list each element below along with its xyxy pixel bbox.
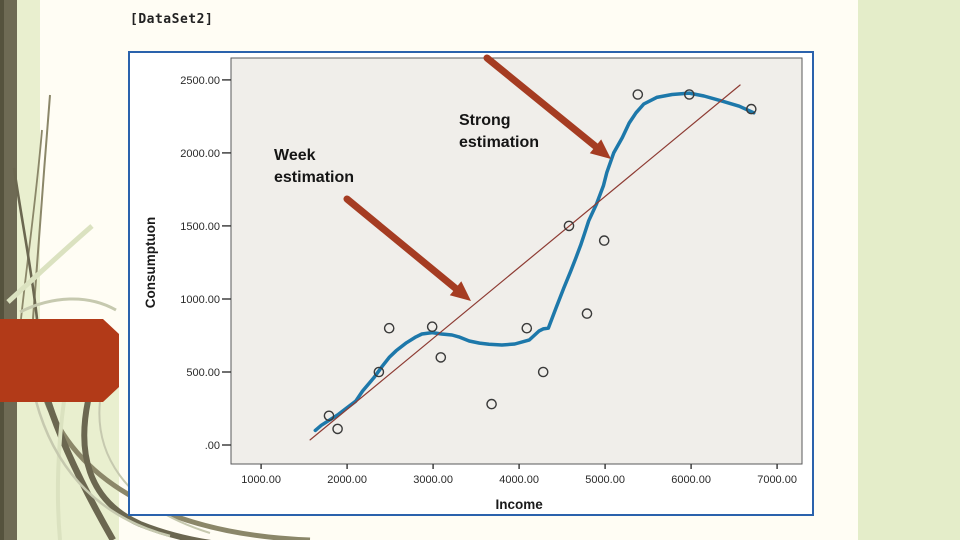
week-estimation-arrow — [343, 195, 463, 295]
left-edge-strip — [0, 0, 4, 540]
x-tick-label: 7000.00 — [757, 474, 797, 486]
chart-frame: 1000.00 2000.00 3000.00 4000.00 5000.00 6000.… — [128, 51, 814, 516]
strong-estimation-arrow — [483, 54, 603, 153]
left-pale-block — [17, 383, 119, 540]
scatter-chart: 1000.00 2000.00 3000.00 4000.00 5000.00 6000.… — [143, 54, 803, 512]
week-estimation-arrowhead-icon — [449, 281, 471, 301]
data-point — [581, 308, 593, 319]
right-green-band — [858, 0, 960, 540]
x-tick-label: 2000.00 — [327, 474, 367, 486]
x-tick-label: 5000.00 — [585, 474, 625, 486]
x-tick-label: 3000.00 — [413, 474, 453, 486]
y-tick-label: .00 — [205, 440, 220, 452]
plot-area — [230, 57, 803, 465]
dataset-label: [DataSet2] — [130, 12, 214, 27]
loess-fit-curve — [313, 91, 756, 433]
data-point — [746, 103, 757, 115]
week-estimation-label: Week estimation — [274, 147, 354, 186]
data-point — [332, 423, 343, 435]
data-point — [521, 322, 533, 334]
x-tick-label: 1000.00 — [241, 474, 281, 486]
data-point — [684, 89, 695, 100]
data-point — [537, 366, 549, 378]
data-point — [563, 220, 575, 232]
data-point — [598, 235, 610, 246]
data-point — [373, 366, 385, 378]
data-point — [632, 89, 644, 100]
strong-estimation-arrowhead-icon — [589, 139, 611, 159]
x-tick-label: 6000.00 — [671, 474, 711, 486]
data-point — [323, 410, 335, 422]
red-accent-bar — [0, 319, 119, 402]
y-tick-label: 2000.00 — [180, 148, 220, 160]
data-point — [383, 322, 395, 334]
data-point — [426, 321, 438, 333]
y-axis-title: Consumptuon — [143, 217, 158, 308]
x-axis-title: Income — [495, 497, 543, 512]
linear-fit-line — [309, 84, 741, 441]
data-point — [486, 398, 497, 410]
y-tick-label: 2500.00 — [180, 75, 220, 87]
strong-estimation-label: Strong estimation — [459, 112, 539, 151]
x-tick-label: 4000.00 — [499, 474, 539, 486]
left-olive-bar — [4, 0, 17, 540]
y-tick-label: 1000.00 — [180, 294, 220, 306]
y-tick-label: 1500.00 — [180, 221, 220, 233]
data-point — [435, 352, 447, 363]
y-tick-label: 500.00 — [186, 367, 220, 379]
